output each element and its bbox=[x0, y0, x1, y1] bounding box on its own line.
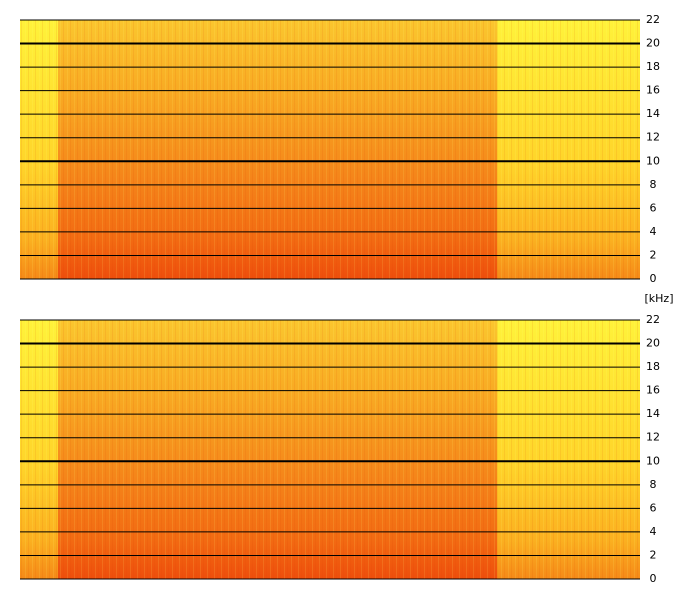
y-tick-label: 4 bbox=[650, 525, 657, 538]
y-tick-label: 4 bbox=[650, 225, 657, 238]
y-tick-label: 6 bbox=[650, 501, 657, 514]
y-tick-label: 8 bbox=[650, 478, 657, 491]
spectrogram-texture bbox=[20, 320, 640, 579]
y-tick-label: 0 bbox=[650, 572, 657, 585]
y-tick-label: 22 bbox=[646, 13, 660, 26]
y-tick-label: 10 bbox=[646, 454, 660, 467]
y-tick-label: 16 bbox=[646, 384, 660, 397]
y-tick-label: 12 bbox=[646, 431, 660, 444]
y-tick-label: 16 bbox=[646, 84, 660, 97]
y-tick-label: 10 bbox=[646, 154, 660, 167]
y-tick-label: 12 bbox=[646, 131, 660, 144]
y-axis-label: [kHz] bbox=[645, 292, 674, 305]
y-tick-label: 2 bbox=[650, 248, 657, 261]
spectrogram-texture bbox=[20, 20, 640, 279]
y-tick-label: 22 bbox=[646, 313, 660, 326]
y-tick-label: 18 bbox=[646, 360, 660, 373]
y-tick-label: 18 bbox=[646, 60, 660, 73]
y-tick-label: 2 bbox=[650, 548, 657, 561]
y-tick-label: 14 bbox=[646, 107, 660, 120]
y-tick-label: 0 bbox=[650, 272, 657, 285]
y-tick-label: 8 bbox=[650, 178, 657, 191]
y-tick-label: 20 bbox=[646, 37, 660, 50]
y-tick-label: 6 bbox=[650, 201, 657, 214]
y-tick-label: 20 bbox=[646, 337, 660, 350]
y-tick-label: 14 bbox=[646, 407, 660, 420]
